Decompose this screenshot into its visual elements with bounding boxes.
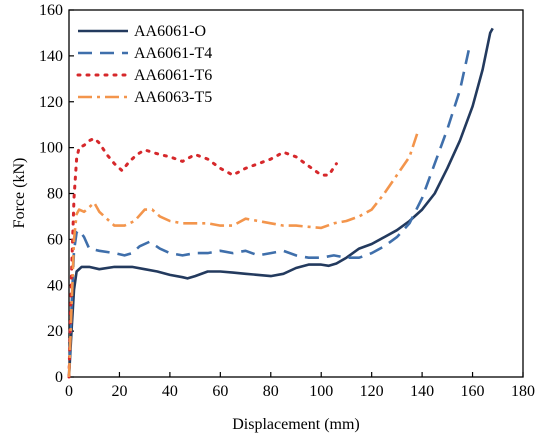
y-axis-label: Force (kN): [11, 158, 28, 229]
series-layer: [67, 27, 494, 379]
legend-label: AA6063-T5: [134, 89, 212, 106]
x-tick-label: 180: [511, 383, 535, 400]
y-tick-label: 60: [47, 231, 63, 248]
legend-label: AA6061-T6: [134, 67, 212, 84]
x-tick-label: 20: [111, 383, 127, 400]
legend-label: AA6061-O: [134, 23, 206, 40]
y-tick-label: 0: [55, 369, 63, 386]
y-tick-label: 20: [47, 323, 63, 340]
x-axis: 0 20 40 60 80 100 120 140 160 180: [65, 372, 535, 400]
x-tick-label: 40: [162, 383, 178, 400]
y-axis: 0 20 40 60 80 100 120 140 160: [39, 2, 74, 386]
y-tick-label: 40: [47, 277, 63, 294]
x-tick-label: 140: [410, 383, 434, 400]
y-tick-label: 140: [39, 48, 63, 65]
y-tick-label: 160: [39, 2, 63, 19]
y-tick-label: 100: [39, 140, 63, 157]
legend: AA6061-O AA6061-T4 AA6061-T6 AA6063-T5: [76, 23, 212, 106]
x-tick-label: 160: [461, 383, 485, 400]
x-tick-label: 100: [309, 383, 333, 400]
series-line-aa6063-t5: [67, 133, 419, 378]
series-line-aa6061-t4: [67, 44, 472, 378]
x-tick-label: 120: [360, 383, 384, 400]
x-tick-label: 60: [212, 383, 228, 400]
plot-frame: [68, 9, 524, 378]
series-line-aa6061-t6: [67, 136, 338, 379]
x-axis-label: Displacement (mm): [232, 416, 360, 433]
legend-label: AA6061-T4: [134, 45, 212, 62]
y-tick-label: 80: [47, 186, 63, 203]
x-tick-label: 80: [263, 383, 279, 400]
series-line-aa6061-o: [67, 27, 494, 378]
y-tick-label: 120: [39, 94, 63, 111]
x-tick-label: 0: [65, 383, 73, 400]
